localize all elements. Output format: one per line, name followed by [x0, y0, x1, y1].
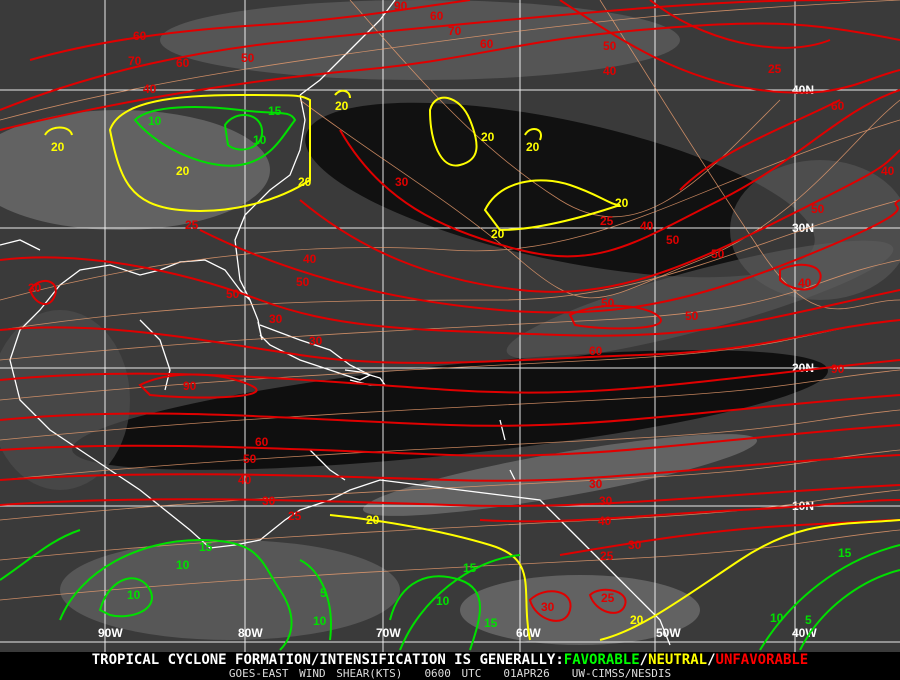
- contour-label: 10: [176, 558, 190, 572]
- contour-label: 20: [630, 613, 644, 627]
- contour-label: 90: [183, 379, 197, 393]
- legend-separator: /: [707, 652, 716, 668]
- contour-label: 25: [185, 218, 199, 232]
- contour-label: 20: [491, 227, 505, 241]
- contour-label: 10: [127, 588, 141, 602]
- contour-label: 10: [313, 614, 327, 628]
- legend-favorable: FAVORABLE: [563, 652, 640, 668]
- contour-label: 25: [600, 214, 614, 228]
- contour-label: 30: [269, 312, 283, 326]
- legend-unfavorable: UNFAVORABLE: [715, 652, 809, 668]
- legend-separator: /: [639, 652, 649, 668]
- lat-label: 20N: [792, 361, 814, 375]
- contour-label: 30: [309, 334, 323, 348]
- contour-label: 10: [253, 133, 267, 147]
- contour-label: 20: [51, 140, 65, 154]
- lon-label: 70W: [376, 626, 401, 640]
- contour-label: 30: [599, 494, 613, 508]
- lon-label: 90W: [98, 626, 123, 640]
- product-source: GOES-EAST WIND SHEAR(KTS): [228, 667, 403, 680]
- contour-label: 10: [148, 114, 162, 128]
- contour-label: 15: [463, 561, 477, 575]
- contour-label: 50: [241, 51, 255, 65]
- legend-footer: TROPICAL CYCLONE FORMATION/INTENSIFICATI…: [0, 652, 900, 680]
- contour-label: 15: [838, 546, 852, 560]
- contour-label: 40: [603, 64, 617, 78]
- contour-label: 25: [768, 62, 782, 76]
- contour-label: 40: [143, 82, 157, 96]
- contour-label: 25: [600, 549, 614, 563]
- contour-label: 20: [526, 140, 540, 154]
- contour-label: 40: [640, 219, 654, 233]
- grid-labels: 40N 30N 20N 10N 90W 80W 70W 60W 50W 40W: [98, 83, 817, 640]
- contour-label: 50: [666, 233, 680, 247]
- contour-label: 20: [366, 513, 380, 527]
- contour-label: 50: [603, 39, 617, 53]
- contour-label: 50: [296, 275, 310, 289]
- product-credit: UW-CIMSS/NESDIS: [571, 667, 672, 680]
- contour-label: 60: [176, 56, 190, 70]
- contour-label: 30: [589, 477, 603, 491]
- contour-label: 5: [320, 586, 327, 600]
- contour-label: 30: [541, 600, 555, 614]
- contour-label: 70: [128, 54, 142, 68]
- lon-label: 40W: [792, 626, 817, 640]
- contour-label: 60: [480, 37, 494, 51]
- contour-label: 50: [243, 452, 257, 466]
- lon-label: 80W: [238, 626, 263, 640]
- contour-label: 15: [484, 616, 498, 630]
- contour-label: 15: [268, 104, 282, 118]
- product-date: 01APR26: [503, 667, 550, 680]
- favorable-shear-contours: 10 10 15 10 15 10 5 10 15 10 15 15 10 5: [0, 104, 900, 651]
- contour-label: 40: [881, 164, 895, 178]
- contour-label: 40: [238, 473, 252, 487]
- contour-label: 50: [226, 287, 240, 301]
- lon-label: 50W: [656, 626, 681, 640]
- contour-label: 20: [176, 164, 190, 178]
- contour-label: 5: [805, 613, 812, 627]
- contour-label: 30: [395, 175, 409, 189]
- contour-label: 20: [481, 130, 495, 144]
- contour-label: 20: [335, 99, 349, 113]
- contour-label: 20: [615, 196, 629, 210]
- contour-label: 40: [798, 276, 812, 290]
- contour-label: 25: [288, 509, 302, 523]
- contour-label: 40: [303, 252, 317, 266]
- contour-label: 25: [601, 591, 615, 605]
- contour-label: 50: [685, 309, 699, 323]
- contour-label: 50: [711, 247, 725, 261]
- legend-neutral: NEUTRAL: [648, 652, 708, 668]
- contour-label: 50: [811, 202, 825, 216]
- lat-label: 40N: [792, 83, 814, 97]
- contour-label: 30: [262, 494, 276, 508]
- contour-label: 40: [598, 514, 612, 528]
- legend-headline: TROPICAL CYCLONE FORMATION/INTENSIFICATI…: [0, 652, 900, 668]
- contour-label: 15: [199, 540, 213, 554]
- contour-label: 10: [436, 594, 450, 608]
- unfavorable-shear-contours: 90 60 70 60 60 70 60 50 40 50 40 25 60 4…: [0, 0, 900, 622]
- contour-label: 60: [831, 99, 845, 113]
- contour-label: 60: [133, 29, 147, 43]
- product-time: 0600 UTC: [424, 667, 482, 680]
- contour-label: 60: [255, 435, 269, 449]
- neutral-shear-contours: 20 20 20 20 20 20 20 20 20 20: [44, 89, 900, 641]
- contour-label: 50: [601, 296, 615, 310]
- contour-label: 30: [628, 538, 642, 552]
- contour-label: 60: [589, 344, 603, 358]
- contour-label: 90: [831, 362, 845, 376]
- contour-label: 30: [28, 281, 42, 295]
- contour-label: 10: [770, 611, 784, 625]
- contour-label: 60: [430, 9, 444, 23]
- product-info: GOES-EAST WIND SHEAR(KTS) 0600 UTC 01APR26…: [0, 668, 900, 680]
- headline-text: TROPICAL CYCLONE FORMATION/INTENSIFICATI…: [91, 652, 564, 668]
- contour-label: 70: [448, 24, 462, 38]
- contour-label: 20: [298, 175, 312, 189]
- contour-label: 90: [394, 0, 408, 13]
